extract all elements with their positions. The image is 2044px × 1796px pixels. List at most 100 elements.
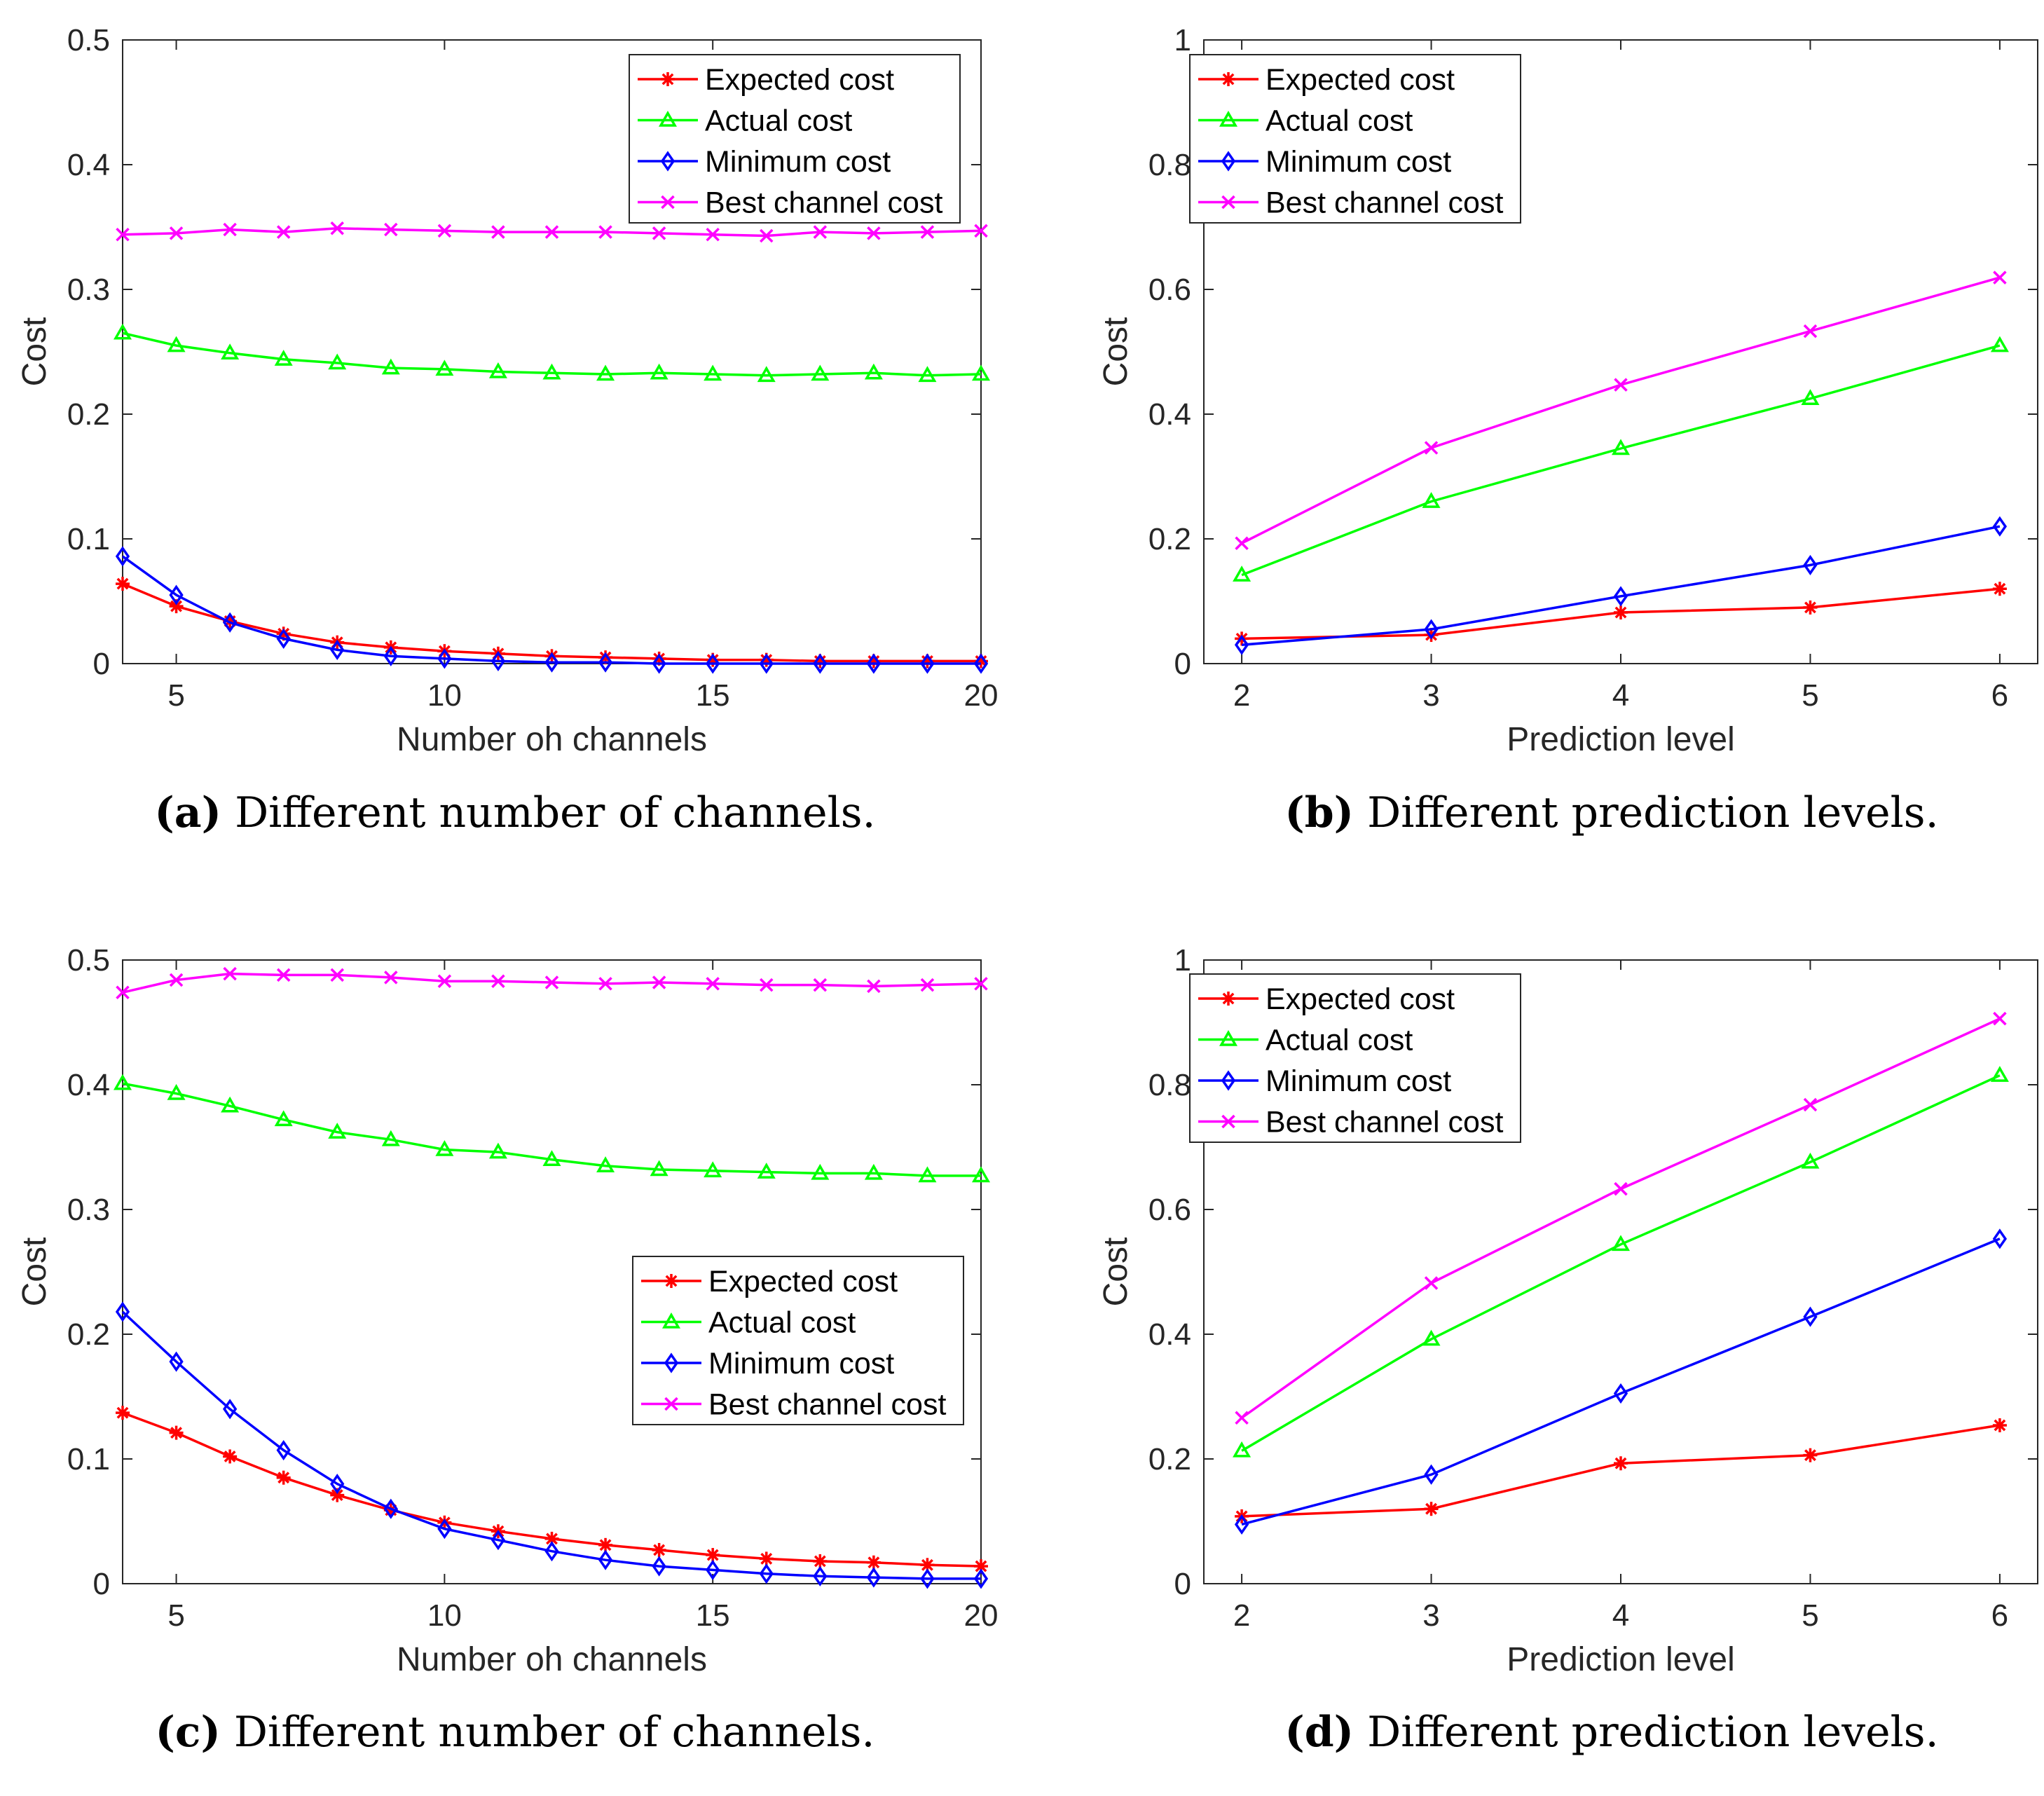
data-point (437, 1519, 452, 1540)
data-point (1424, 1464, 1439, 1485)
legend-label: Minimum cost (1266, 1064, 1451, 1098)
x-axis-label: Prediction level (1507, 1641, 1735, 1678)
data-point (1990, 336, 2009, 352)
x-tick-label: 2 (1233, 1598, 1250, 1633)
data-point (974, 977, 988, 991)
data-point (1803, 1448, 1818, 1462)
data-point (598, 652, 613, 673)
chart-b: 0 0.2 0.4 0.6 0.8 1 2 3 4 5 6 Prediction level Cost E… (1097, 23, 2038, 837)
caption-text: Different number of channels. (221, 788, 876, 837)
data-point (381, 1130, 400, 1146)
data-point (276, 628, 291, 649)
data-point (544, 652, 559, 673)
data-point (1803, 324, 1818, 338)
legend-label: Expected cost (708, 1265, 898, 1298)
data-point (652, 1542, 666, 1557)
x-tick-label: 6 (1991, 678, 2008, 713)
data-point (596, 364, 615, 381)
data-point (330, 221, 344, 235)
legend-label: Actual cost (1266, 1024, 1413, 1057)
data-point (706, 653, 720, 674)
data-point (491, 225, 505, 239)
data-point (330, 1474, 345, 1495)
legend-label: Best channel cost (1266, 186, 1503, 220)
data-point (1992, 1418, 2007, 1432)
data-point (1992, 1228, 2008, 1249)
data-point (222, 1399, 238, 1420)
data-point (115, 546, 130, 567)
y-tick-label: 0.6 (1148, 273, 1191, 307)
data-point (652, 653, 666, 674)
data-point (1614, 605, 1628, 620)
series-actual-cost (113, 323, 991, 383)
data-point (488, 1142, 507, 1159)
x-tick-label: 4 (1612, 1598, 1629, 1633)
data-point (437, 648, 452, 669)
data-point (542, 363, 561, 380)
data-point (276, 1439, 291, 1461)
data-point (759, 653, 774, 674)
data-point (437, 974, 452, 988)
data-point (973, 1568, 989, 1589)
data-point (274, 350, 293, 366)
x-tick-label: 2 (1233, 678, 1250, 713)
legend-marker (1221, 992, 1235, 1006)
y-tick-label: 0.4 (1148, 397, 1191, 432)
data-point (920, 653, 935, 674)
x-tick-label: 20 (964, 678, 999, 713)
caption: (a) Different number of channels. (154, 788, 875, 837)
data-point (920, 1568, 935, 1589)
data-point (918, 1166, 937, 1183)
data-point (383, 1498, 398, 1519)
y-tick-label: 0 (1174, 1567, 1191, 1601)
data-point (1803, 600, 1818, 615)
data-point (435, 359, 454, 376)
data-point (223, 1449, 238, 1464)
data-point (1803, 554, 1818, 575)
data-point (813, 653, 828, 674)
data-point (328, 1123, 347, 1139)
data-point (920, 1558, 935, 1572)
caption: (c) Different number of channels. (156, 1708, 875, 1757)
x-tick-label: 5 (1802, 1598, 1818, 1633)
y-tick-label: 0.4 (67, 148, 110, 182)
x-tick-label: 5 (167, 678, 184, 713)
data-point (1993, 1011, 2007, 1026)
data-point (169, 584, 184, 605)
y-axis-label: Cost (16, 317, 53, 387)
y-tick-label: 0 (93, 647, 110, 681)
data-point (221, 343, 240, 360)
data-point (813, 1565, 828, 1586)
data-point (920, 978, 935, 992)
data-point (488, 362, 507, 378)
y-tick-label: 0.6 (1148, 1193, 1191, 1227)
data-point (1424, 441, 1439, 455)
legend-marker (661, 195, 675, 210)
y-tick-label: 0.2 (1148, 1442, 1191, 1476)
data-point (811, 1163, 830, 1180)
data-point (1992, 582, 2007, 596)
legend: Expected cost Actual cost Minimum cost Best… (1189, 54, 1521, 224)
legend-marker (660, 151, 675, 172)
data-point (866, 1555, 881, 1570)
caption-text: Different prediction levels. (1354, 788, 1939, 837)
data-point (706, 1559, 720, 1580)
legend-marker (664, 1274, 678, 1288)
legend-marker (1221, 151, 1236, 172)
caption-letter: (b) (1284, 788, 1354, 837)
data-point (760, 978, 774, 992)
data-point (383, 645, 398, 666)
data-point (1611, 439, 1631, 455)
data-point (1422, 1329, 1441, 1346)
legend-marker (664, 1352, 679, 1373)
y-tick-label: 0.2 (1148, 522, 1191, 556)
x-tick-label: 15 (696, 1598, 730, 1633)
data-point (1424, 1502, 1439, 1516)
series-actual-cost (1233, 336, 2009, 582)
data-point (544, 1541, 559, 1562)
data-point (544, 225, 559, 239)
data-point (276, 968, 291, 982)
data-point (276, 225, 291, 239)
y-tick-label: 0.1 (67, 1442, 110, 1476)
data-point (598, 225, 612, 239)
